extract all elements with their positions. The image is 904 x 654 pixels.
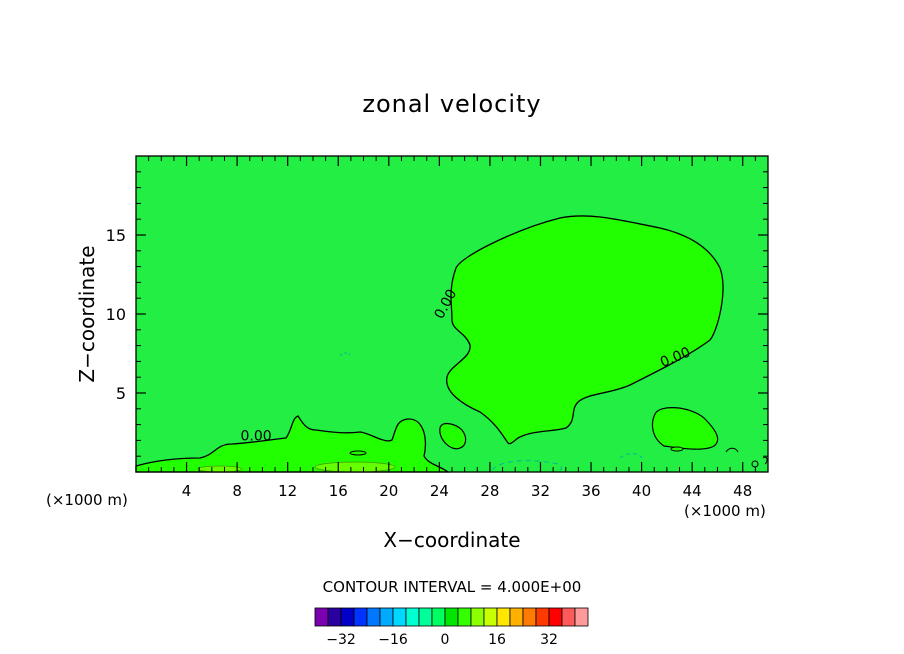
colorbar-swatch: [327, 607, 342, 627]
contour-label: 0.00: [240, 428, 271, 444]
colorbar-swatch: [431, 607, 446, 627]
x-tick-label: 4: [182, 482, 192, 500]
colorbar-ticks: −32 −16 0 16 32: [326, 632, 558, 648]
x-unit-label-right: (×1000 m): [684, 502, 766, 520]
small-contour-edge: [762, 456, 768, 465]
colorbar-swatch: [444, 607, 459, 627]
colorbar-swatch: [457, 607, 472, 627]
small-closed-contour-2: [670, 446, 684, 452]
colorbar-swatch: [522, 607, 537, 627]
negative-contour-1: [491, 460, 562, 473]
colorbar-swatch: [496, 607, 511, 627]
positive-region-right: [651, 407, 719, 450]
positive-region-small-1: [439, 422, 467, 450]
colorbar-tick-label: 0: [441, 632, 450, 648]
weak-region-2: [197, 465, 243, 473]
colorbar-swatch: [366, 607, 381, 627]
x-tick-label: 8: [232, 482, 242, 500]
colorbar-swatch: [548, 607, 563, 627]
colorbar-swatch: [353, 607, 368, 627]
x-tick-label: 28: [480, 482, 499, 500]
positive-region-upper: [446, 215, 724, 445]
x-unit-label-left: (×1000 m): [46, 491, 128, 509]
plot-area: 0.000.000.00 4 8 12 16 20 24 28 32 36 40 44 48 5101…: [106, 155, 769, 500]
small-closed-contour-1: [349, 450, 367, 456]
colorbar-swatch: [574, 607, 589, 627]
colorbar: [314, 607, 589, 627]
colorbar-swatch: [535, 607, 550, 627]
x-tick-label: 32: [531, 482, 550, 500]
negative-contour-2: [619, 453, 643, 459]
y-ticks: 5 10 15: [106, 171, 768, 457]
x-tick-label: 36: [581, 482, 600, 500]
x-ticks: 4 8 12 16 20 24 28 32 36 40 44 48: [148, 156, 756, 500]
chart-title: zonal velocity: [362, 90, 541, 118]
x-tick-label: 48: [733, 482, 752, 500]
x-tick-label: 16: [329, 482, 348, 500]
colorbar-tick-label: 32: [540, 632, 558, 648]
y-tick-label: 5: [116, 384, 126, 403]
colorbar-swatch: [392, 607, 407, 627]
positive-region-lower: [135, 415, 450, 473]
weak-region-1: [314, 461, 396, 473]
y-tick-label: 15: [106, 226, 126, 245]
y-tick-label: 10: [106, 305, 126, 324]
colorbar-swatch: [561, 607, 576, 627]
colorbar-swatch: [418, 607, 433, 627]
colorbar-swatch: [379, 607, 394, 627]
small-contour-mark-2: [725, 447, 739, 453]
x-tick-label: 20: [379, 482, 398, 500]
x-tick-label: 44: [683, 482, 702, 500]
x-tick-label: 40: [632, 482, 651, 500]
colorbar-tick-label: 16: [488, 632, 506, 648]
colorbar-tick-label: −16: [378, 632, 408, 648]
colorbar-swatch: [483, 607, 498, 627]
colorbar-swatch: [314, 607, 329, 627]
y-axis-label: Z−coordinate: [75, 245, 99, 382]
x-axis-label: X−coordinate: [383, 528, 520, 552]
colorbar-swatch: [405, 607, 420, 627]
contour-interval-text: CONTOUR INTERVAL = 4.000E+00: [323, 578, 582, 596]
colorbar-tick-label: −32: [326, 632, 356, 648]
x-tick-label: 12: [278, 482, 297, 500]
colorbar-swatch: [340, 607, 355, 627]
x-tick-label: 24: [430, 482, 449, 500]
colorbar-swatch: [509, 607, 524, 627]
small-contour-mark: [339, 352, 351, 357]
colorbar-swatch: [470, 607, 485, 627]
